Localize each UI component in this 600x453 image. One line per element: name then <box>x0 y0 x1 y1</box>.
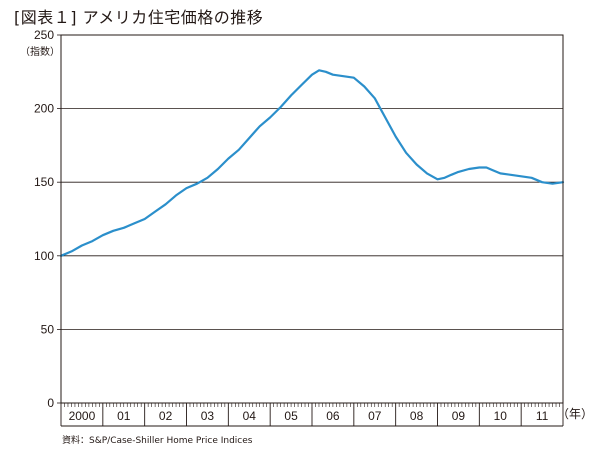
x-tick-label-03: 03 <box>201 409 215 423</box>
source-note: 資料：S&P/Case-Shiller Home Price Indices <box>62 436 253 446</box>
x-tick-label-05: 05 <box>284 409 298 423</box>
y-axis-ticks: 0 50 100 150 200 250 <box>34 28 61 410</box>
x-tick-label-01: 01 <box>117 409 131 423</box>
y-tick-label-0: 0 <box>47 396 54 410</box>
y-tick-label-250: 250 <box>34 28 54 42</box>
series-line-price-index <box>59 69 565 257</box>
y-tick-label-100: 100 <box>34 249 54 263</box>
grid-lines <box>61 108 563 330</box>
y-tick-label-150: 150 <box>34 175 54 189</box>
x-tick-label-2000: 2000 <box>69 409 96 423</box>
chart-title: [図表１] アメリカ住宅価格の推移 <box>14 8 264 27</box>
x-tick-label-02: 02 <box>159 409 173 423</box>
x-tick-label-06: 06 <box>326 409 340 423</box>
x-tick-label-04: 04 <box>243 409 257 423</box>
x-axis: 2000 01 02 03 04 05 06 07 08 09 10 11 <box>60 403 564 427</box>
y-axis-label: （指数） <box>20 45 60 58</box>
plot-frame <box>60 34 564 404</box>
x-tick-label-09: 09 <box>452 409 466 423</box>
x-tick-label-07: 07 <box>368 409 382 423</box>
x-tick-label-10: 10 <box>494 409 508 423</box>
x-axis-unit: （年） <box>557 407 593 421</box>
y-tick-label-200: 200 <box>34 102 54 116</box>
x-tick-label-08: 08 <box>410 409 424 423</box>
y-tick-label-50: 50 <box>41 322 55 336</box>
x-tick-label-11: 11 <box>536 409 549 423</box>
